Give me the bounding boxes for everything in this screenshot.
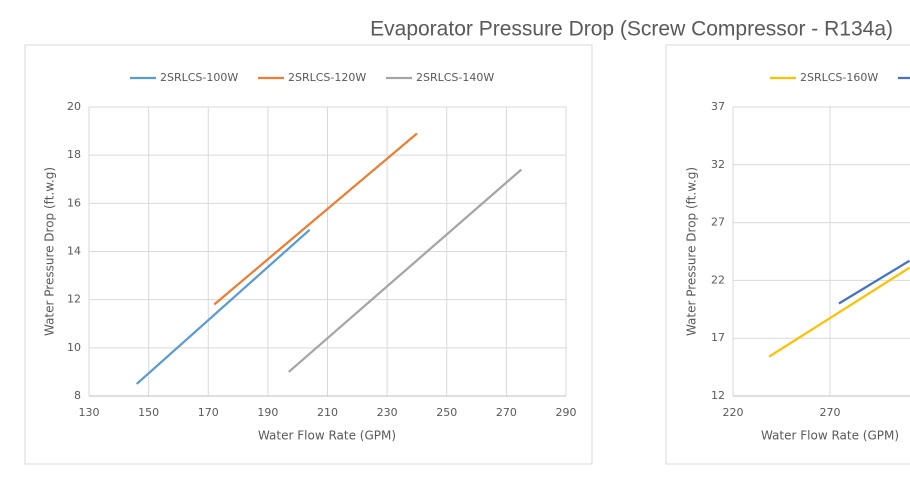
y-tick-label: 10 bbox=[67, 341, 81, 354]
legend-label: 2SRLCS-140W bbox=[416, 71, 494, 84]
x-tick-label: 150 bbox=[138, 406, 159, 419]
y-tick-label: 12 bbox=[711, 389, 725, 402]
y-tick-label: 17 bbox=[711, 331, 725, 344]
y-tick-label: 20 bbox=[67, 100, 81, 113]
y-tick-label: 16 bbox=[67, 196, 81, 209]
y-tick-label: 18 bbox=[67, 148, 81, 161]
series-line bbox=[288, 168, 523, 373]
series-line bbox=[838, 259, 910, 305]
y-axis-label: Water Pressure Drop (ft.w.g) bbox=[43, 167, 57, 336]
chart-frame bbox=[665, 44, 910, 465]
x-axis-label: Water Flow Rate (GPM) bbox=[761, 429, 899, 443]
page-title: Evaporator Pressure Drop (Screw Compress… bbox=[370, 18, 893, 41]
x-tick-label: 170 bbox=[198, 406, 219, 419]
x-tick-label: 270 bbox=[820, 406, 841, 419]
series-line bbox=[213, 132, 418, 306]
y-tick-label: 12 bbox=[67, 293, 81, 306]
x-tick-label: 270 bbox=[496, 406, 517, 419]
y-tick-label: 27 bbox=[711, 216, 725, 229]
series-line bbox=[768, 266, 910, 358]
legend-label: 2SRLCS-120W bbox=[288, 71, 366, 84]
x-tick-label: 210 bbox=[317, 406, 338, 419]
legend-label: 2SRLCS-100W bbox=[160, 71, 238, 84]
x-axis-label: Water Flow Rate (GPM) bbox=[258, 429, 396, 443]
y-tick-label: 8 bbox=[74, 389, 81, 402]
x-tick-label: 220 bbox=[723, 406, 744, 419]
y-tick-label: 32 bbox=[711, 158, 725, 171]
chart-frame bbox=[24, 44, 593, 465]
x-tick-label: 230 bbox=[377, 406, 398, 419]
x-tick-label: 290 bbox=[556, 406, 577, 419]
y-tick-label: 37 bbox=[711, 100, 725, 113]
x-tick-label: 190 bbox=[257, 406, 278, 419]
x-tick-label: 250 bbox=[436, 406, 457, 419]
series-line bbox=[135, 228, 311, 385]
x-tick-label: 130 bbox=[79, 406, 100, 419]
y-axis-label: Water Pressure Drop (ft.w.g) bbox=[685, 167, 699, 336]
y-tick-label: 14 bbox=[67, 245, 81, 258]
legend-label: 2SRLCS-160W bbox=[800, 71, 878, 84]
y-tick-label: 22 bbox=[711, 273, 725, 286]
